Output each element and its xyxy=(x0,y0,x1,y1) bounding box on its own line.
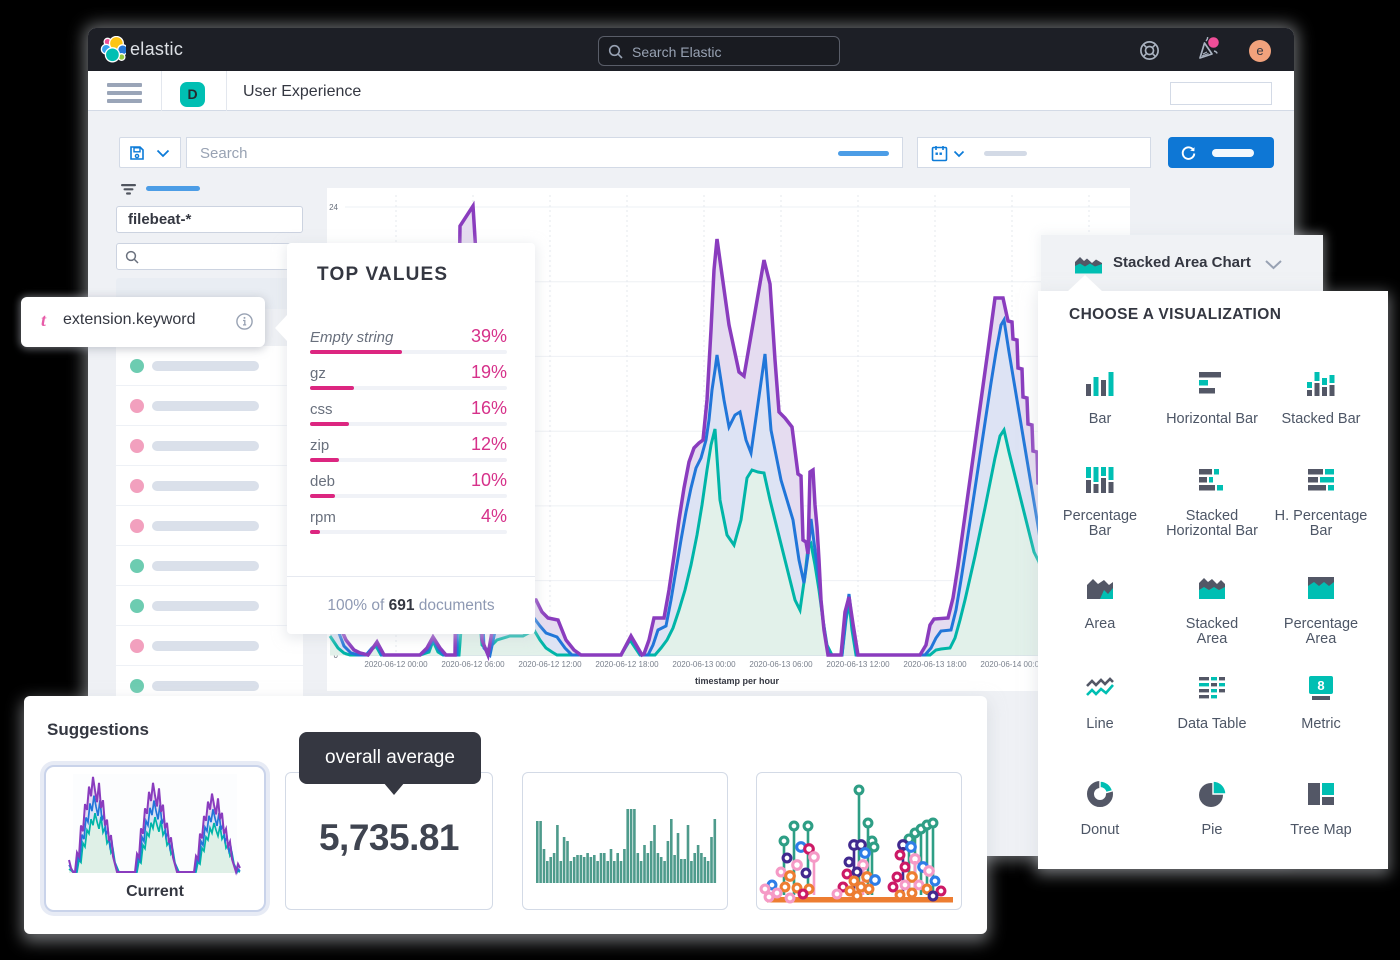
svg-text:2020-06-12 18:00: 2020-06-12 18:00 xyxy=(595,660,659,669)
svg-text:2020-06-13 12:00: 2020-06-13 12:00 xyxy=(826,660,890,669)
svg-text:2020-06-13 18:00: 2020-06-13 18:00 xyxy=(903,660,967,669)
svg-text:2020-06-12 06:00: 2020-06-12 06:00 xyxy=(441,660,505,669)
svg-text:24: 24 xyxy=(329,203,338,212)
svg-text:8: 8 xyxy=(1317,678,1324,693)
svg-text:2020-06-12 12:00: 2020-06-12 12:00 xyxy=(518,660,582,669)
svg-text:timestamp per hour: timestamp per hour xyxy=(695,676,780,686)
svg-text:2020-06-14 00:00: 2020-06-14 00:00 xyxy=(980,660,1044,669)
svg-text:2020-06-13 06:00: 2020-06-13 06:00 xyxy=(749,660,813,669)
svg-text:2020-06-12 00:00: 2020-06-12 00:00 xyxy=(364,660,428,669)
svg-text:2020-06-13 00:00: 2020-06-13 00:00 xyxy=(672,660,736,669)
